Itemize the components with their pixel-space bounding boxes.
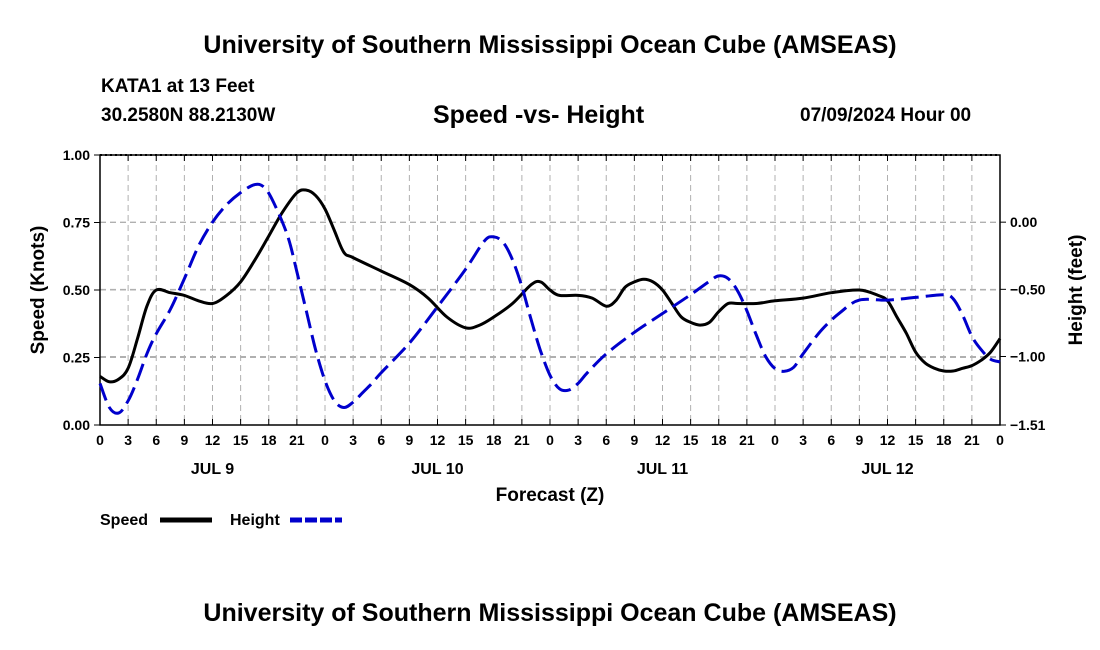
- x-tick-label: 21: [964, 432, 980, 448]
- y-axis-label-left: Speed (Knots): [28, 226, 49, 355]
- x-tick-label: 0: [546, 432, 554, 448]
- x-tick-label: 12: [880, 432, 896, 448]
- y-tick-label: 0.25: [63, 350, 90, 366]
- forecast-datetime: 07/09/2024 Hour 00: [800, 105, 972, 126]
- series-lines: [98, 182, 1002, 415]
- station-name: KATA1 at 13 Feet: [101, 76, 255, 97]
- x-tick-label: 6: [377, 432, 385, 448]
- day-label: JUL 10: [411, 461, 463, 478]
- x-tick-label: 6: [602, 432, 610, 448]
- x-tick-label: 0: [321, 432, 329, 448]
- x-tick-label: 9: [630, 432, 638, 448]
- time-axis: 0 3 6 9 12 15 18 21 0 3 6 9 12 15 18 21 0 3 6 9 12 15 18 21 0 3 6 9…: [96, 155, 1004, 478]
- x-tick-label: 15: [683, 432, 699, 448]
- x-tick-label: 3: [574, 432, 582, 448]
- x-tick-label: 6: [827, 432, 835, 448]
- speed-axis: 0.00 0.25 0.50 0.75 1.00: [63, 147, 100, 433]
- x-tick-label: 12: [430, 432, 446, 448]
- x-tick-label: 18: [936, 432, 952, 448]
- x-tick-label: 0: [996, 432, 1004, 448]
- chart-title: Speed -vs- Height: [433, 101, 645, 129]
- x-tick-label: 3: [349, 432, 357, 448]
- y-tick-label: 0.75: [63, 215, 90, 231]
- main-title: University of Southern Mississippi Ocean…: [203, 31, 897, 59]
- x-tick-label: 15: [908, 432, 924, 448]
- speed-series-line: [99, 188, 1002, 384]
- x-tick-label: 21: [289, 432, 305, 448]
- x-tick-label: 18: [261, 432, 277, 448]
- y-right-tick-label: −1.00: [1010, 348, 1046, 364]
- x-tick-label: 12: [655, 432, 671, 448]
- day-label: JUL 12: [861, 461, 913, 478]
- x-tick-label: 0: [771, 432, 779, 448]
- y-tick-label: 0.50: [63, 282, 90, 298]
- x-tick-label: 15: [233, 432, 249, 448]
- day-label: JUL 9: [191, 461, 234, 478]
- y-axis-label-right: Height (feet): [1066, 235, 1087, 346]
- y-right-tick-label: −0.50: [1010, 281, 1046, 297]
- x-tick-label: 6: [152, 432, 160, 448]
- y-tick-label: 0.00: [63, 417, 90, 433]
- legend-speed-label: Speed: [100, 512, 148, 529]
- station-coords: 30.2580N 88.2130W: [101, 105, 276, 126]
- x-tick-label: 0: [96, 432, 104, 448]
- y-right-tick-label: 0.00: [1010, 214, 1037, 230]
- height-axis: −1.51 −1.00 −0.50 0.00: [1000, 214, 1046, 433]
- y-right-tick-label: −1.51: [1010, 417, 1046, 433]
- x-tick-label: 21: [514, 432, 530, 448]
- y-tick-label: 1.00: [63, 147, 90, 163]
- x-tick-label: 9: [180, 432, 188, 448]
- x-tick-label: 18: [711, 432, 727, 448]
- legend-height-label: Height: [230, 512, 280, 529]
- legend: Speed Height: [100, 512, 342, 529]
- x-tick-label: 12: [205, 432, 221, 448]
- x-tick-label: 9: [855, 432, 863, 448]
- x-tick-label: 18: [486, 432, 502, 448]
- x-tick-label: 9: [405, 432, 413, 448]
- x-tick-label: 3: [124, 432, 132, 448]
- height-series-line: [98, 182, 1001, 415]
- x-tick-label: 21: [739, 432, 755, 448]
- x-tick-label: 15: [458, 432, 474, 448]
- footer-title: University of Southern Mississippi Ocean…: [203, 599, 897, 627]
- day-label: JUL 11: [637, 461, 688, 478]
- x-tick-label: 3: [799, 432, 807, 448]
- x-axis-label: Forecast (Z): [496, 485, 605, 506]
